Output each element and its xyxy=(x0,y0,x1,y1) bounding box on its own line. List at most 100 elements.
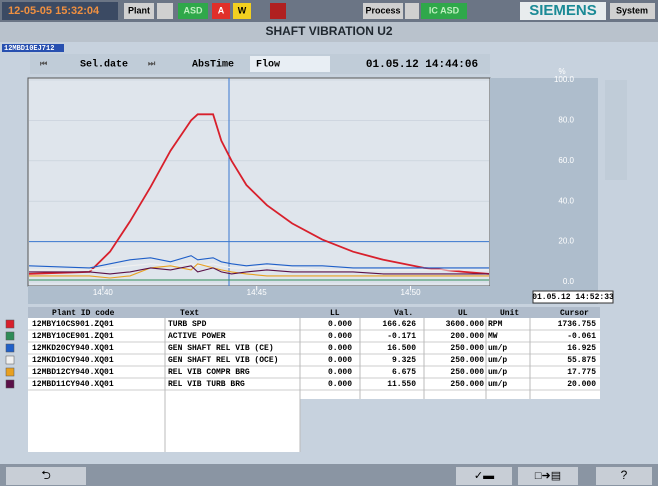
ic-asd-label: IC ASD xyxy=(429,5,460,15)
column-header: Plant ID code xyxy=(52,309,115,318)
help-button[interactable] xyxy=(596,467,652,485)
tag: 12MBD10EJ712 xyxy=(4,45,54,53)
column-header: Text xyxy=(180,309,199,318)
flow: Flow xyxy=(256,59,280,71)
cell: 0.000 xyxy=(328,332,352,341)
toolbar-time[interactable]: 01.05.12 14:44:06 xyxy=(366,59,478,71)
cell: 17.775 xyxy=(567,368,596,377)
series-line xyxy=(29,265,489,275)
pin-button[interactable] xyxy=(157,3,173,19)
x-axis-area xyxy=(28,286,598,304)
back-icon: ⮌ xyxy=(41,468,51,482)
cell: um/p xyxy=(488,380,507,389)
help: ? xyxy=(621,468,628,482)
confirm-button[interactable] xyxy=(456,467,512,485)
cell: 250.000 xyxy=(450,380,484,389)
x-tick-label: 14:40 xyxy=(93,288,114,297)
first-icon[interactable]: ⏮ xyxy=(40,60,47,69)
cell: GEN SHAFT REL VIB (OCE) xyxy=(168,356,278,365)
flow-box[interactable] xyxy=(250,56,330,72)
cell: um/p xyxy=(488,344,507,353)
cell: RPM xyxy=(488,320,503,329)
confirm-icon: ✓▬ xyxy=(474,470,494,482)
datetime-box xyxy=(2,2,118,20)
alarm-w-label: W xyxy=(238,5,247,15)
y-unit: % xyxy=(558,67,565,76)
column-header: Val. xyxy=(394,309,413,318)
sel-date[interactable]: Sel.date xyxy=(80,59,128,71)
x-tick-label: 14:50 xyxy=(401,288,422,297)
cell: TURB SPD xyxy=(168,320,207,329)
system-button[interactable] xyxy=(610,3,655,19)
alarm-a-label: A xyxy=(218,5,225,15)
row-swatch xyxy=(5,331,15,341)
cell: REL VIB COMPR BRG xyxy=(168,368,250,377)
brand-box xyxy=(520,2,606,20)
x-tick-label: 14:45 xyxy=(247,288,268,297)
cell: 0.000 xyxy=(328,368,352,377)
next-icon[interactable]: ⏭ xyxy=(148,60,156,69)
cell: REL VIB TURB BRG xyxy=(168,380,245,389)
y-tick-label: 60.0 xyxy=(558,156,574,165)
cell: 250.000 xyxy=(450,356,484,365)
cell: 11.550 xyxy=(387,380,416,389)
alarm-box[interactable] xyxy=(270,3,286,19)
pin-button[interactable] xyxy=(405,3,419,19)
series-line xyxy=(29,263,489,271)
cell: um/p xyxy=(488,356,507,365)
cell: 6.675 xyxy=(392,368,416,377)
brand: SIEMENS xyxy=(529,2,597,19)
table-body xyxy=(28,318,300,452)
alarm-a-button[interactable] xyxy=(212,3,230,19)
series-line xyxy=(28,255,489,269)
datetime: 12-05-05 15:32:04 xyxy=(8,5,100,17)
cell: 0.000 xyxy=(328,344,352,353)
export-icon: □➜▤ xyxy=(535,470,561,482)
cell: 12MKD20CY940.XQ01 xyxy=(32,344,114,353)
cell: 0.000 xyxy=(328,380,352,389)
cell: 200.000 xyxy=(450,332,484,341)
export-button[interactable] xyxy=(518,467,578,485)
y-tick-label: 40.0 xyxy=(558,196,574,205)
title-bar xyxy=(0,22,658,42)
cell: 16.500 xyxy=(387,344,416,353)
plot-area xyxy=(27,77,491,287)
asd-button[interactable] xyxy=(178,3,208,19)
series-line xyxy=(28,113,490,275)
column-header: Unit xyxy=(500,309,519,318)
y-tick-label: 100.0 xyxy=(554,75,575,84)
cell: 1736.755 xyxy=(558,320,597,329)
plant-button[interactable] xyxy=(124,3,154,19)
process-button[interactable] xyxy=(363,3,403,19)
row-swatch xyxy=(5,355,15,365)
system-label: System xyxy=(616,5,648,15)
cell: 250.000 xyxy=(450,344,484,353)
cell: -0.171 xyxy=(387,332,416,341)
cell: 12MBY10CS901.ZQ01 xyxy=(32,320,114,329)
alarm-w-button[interactable] xyxy=(233,3,251,19)
ic-asd-button[interactable] xyxy=(421,3,467,19)
cell: 250.000 xyxy=(450,368,484,377)
cell: 16.925 xyxy=(567,344,596,353)
process-label: Process xyxy=(365,5,400,15)
row-swatch xyxy=(5,379,15,389)
tag-box xyxy=(2,44,64,52)
cell: 20.000 xyxy=(567,380,596,389)
row-swatch xyxy=(5,367,15,377)
column-header: UL xyxy=(458,309,468,318)
abs-time[interactable]: AbsTime xyxy=(192,59,234,71)
title: SHAFT VIBRATION U2 xyxy=(265,24,392,38)
y-tick-label: 80.0 xyxy=(558,116,574,125)
axis-area xyxy=(490,78,598,286)
cell: 0.000 xyxy=(328,320,352,329)
cell: MW xyxy=(488,332,498,341)
cell: 55.875 xyxy=(567,356,596,365)
cell: 12MKD10CY940.XQ01 xyxy=(32,356,114,365)
cell: 3600.000 xyxy=(446,320,485,329)
cell: -0.061 xyxy=(567,332,596,341)
cell: ACTIVE POWER xyxy=(168,332,226,341)
cell: 12MBD12CY940.XQ01 xyxy=(32,368,114,377)
plant-label: Plant xyxy=(128,5,150,15)
back-button[interactable] xyxy=(6,467,86,485)
